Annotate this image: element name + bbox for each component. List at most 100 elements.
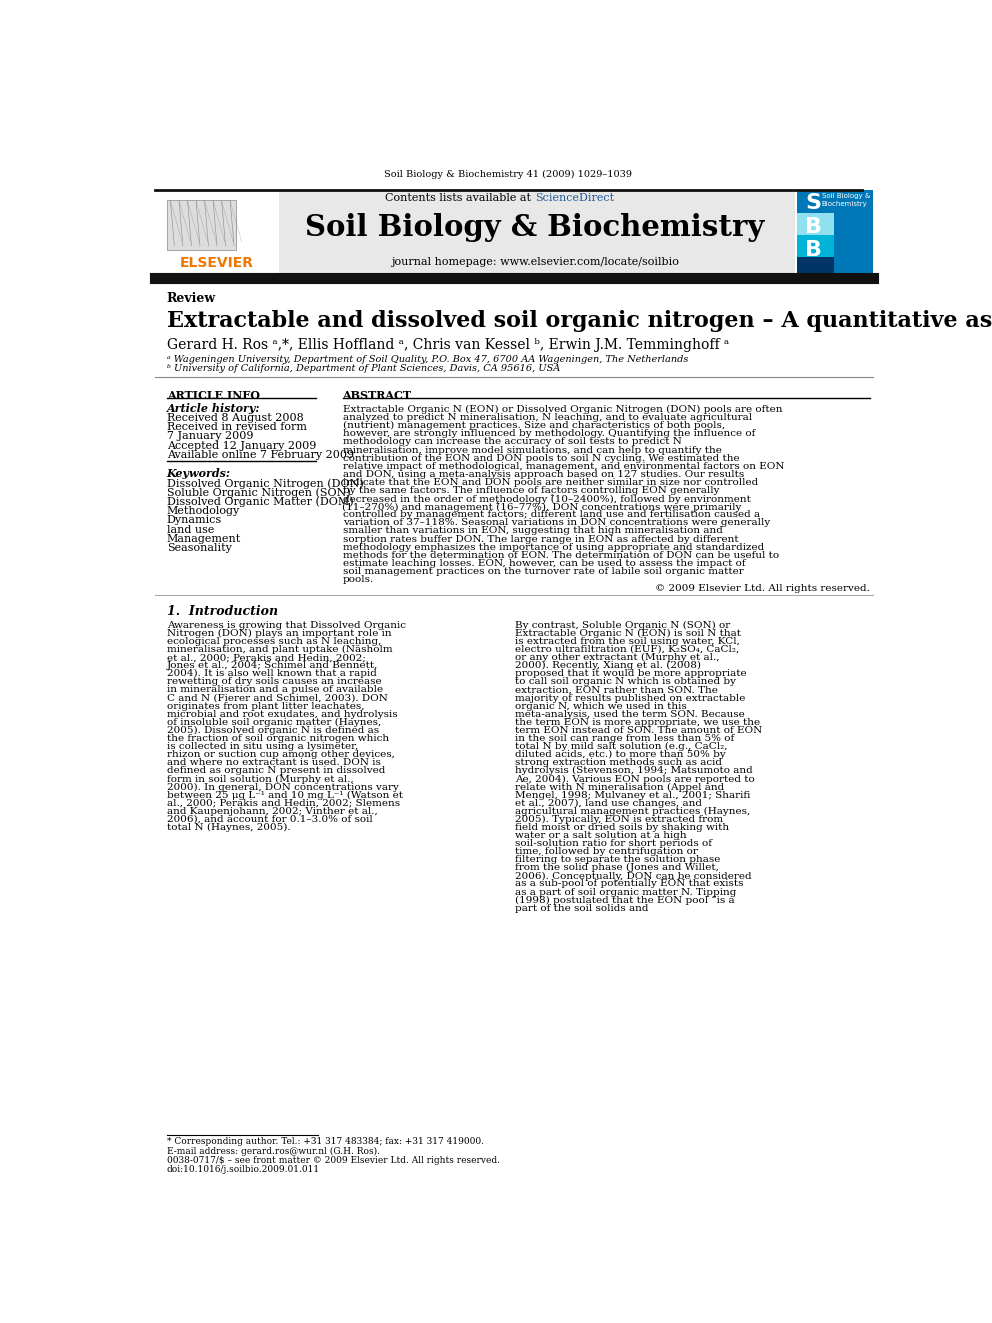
Text: 7 January 2009: 7 January 2009: [167, 431, 253, 442]
Text: Jones et al., 2004; Schimel and Bennett,: Jones et al., 2004; Schimel and Bennett,: [167, 662, 378, 671]
Text: Biochemistry: Biochemistry: [821, 201, 867, 208]
Text: Nitrogen (DON) plays an important role in: Nitrogen (DON) plays an important role i…: [167, 628, 391, 638]
Text: form in soil solution (Murphy et al.,: form in soil solution (Murphy et al.,: [167, 774, 353, 783]
Text: contribution of the EON and DON pools to soil N cycling. We estimated the: contribution of the EON and DON pools to…: [342, 454, 739, 463]
Text: Keywords:: Keywords:: [167, 468, 230, 479]
Text: indicate that the EON and DON pools are neither similar in size nor controlled: indicate that the EON and DON pools are …: [342, 478, 758, 487]
Text: ELSEVIER: ELSEVIER: [180, 257, 254, 270]
Text: Received 8 August 2008: Received 8 August 2008: [167, 413, 304, 423]
Text: et al., 2000; Perakis and Hedin, 2002;: et al., 2000; Perakis and Hedin, 2002;: [167, 654, 365, 662]
Bar: [797, 235, 834, 257]
Text: soil-solution ratio for short periods of: soil-solution ratio for short periods of: [516, 839, 712, 848]
Bar: [797, 192, 834, 213]
Text: Received in revised form: Received in revised form: [167, 422, 307, 433]
Text: doi:10.1016/j.soilbio.2009.01.011: doi:10.1016/j.soilbio.2009.01.011: [167, 1166, 319, 1174]
Text: methodology emphasizes the importance of using appropriate and standardized: methodology emphasizes the importance of…: [342, 542, 764, 552]
Text: ARTICLE INFO: ARTICLE INFO: [167, 390, 260, 401]
Text: 2005). Typically, EON is extracted from: 2005). Typically, EON is extracted from: [516, 815, 723, 824]
Text: (̐11–270%) and management (̐16–77%). DON concentrations were primarily: (̐11–270%) and management (̐16–77%). DON…: [342, 503, 742, 512]
Text: hydrolysis (Stevenson, 1994; Matsumoto and: hydrolysis (Stevenson, 1994; Matsumoto a…: [516, 766, 753, 775]
Text: ᵃ Wageningen University, Department of Soil Quality, P.O. Box 47, 6700 AA Wageni: ᵃ Wageningen University, Department of S…: [167, 355, 688, 364]
Text: agricultural management practices (Haynes,: agricultural management practices (Hayne…: [516, 807, 751, 816]
Text: E-mail address: gerard.ros@wur.nl (G.H. Ros).: E-mail address: gerard.ros@wur.nl (G.H. …: [167, 1147, 380, 1156]
Text: Awareness is growing that Dissolved Organic: Awareness is growing that Dissolved Orga…: [167, 620, 406, 630]
Text: to call soil organic N which is obtained by: to call soil organic N which is obtained…: [516, 677, 736, 687]
Bar: [155, 189, 279, 278]
Text: Dynamics: Dynamics: [167, 515, 222, 525]
Text: By contrast, Soluble Organic N (SON) or: By contrast, Soluble Organic N (SON) or: [516, 620, 731, 630]
Text: al., 2000; Perakis and Hedin, 2002; Slemens: al., 2000; Perakis and Hedin, 2002; Slem…: [167, 799, 400, 807]
Text: * Corresponding author. Tel.: +31 317 483384; fax: +31 317 419000.: * Corresponding author. Tel.: +31 317 48…: [167, 1138, 484, 1147]
Text: journal homepage: www.elsevier.com/locate/soilbio: journal homepage: www.elsevier.com/locat…: [391, 257, 679, 267]
Text: sorption rates buffer DON. The large range in EON as affected by different: sorption rates buffer DON. The large ran…: [342, 534, 738, 544]
Text: and DON, using a meta-analysis approach based on 127 studies. Our results: and DON, using a meta-analysis approach …: [342, 470, 744, 479]
Text: term EON instead of SON. The amount of EON: term EON instead of SON. The amount of E…: [516, 726, 763, 734]
Text: B: B: [806, 239, 822, 259]
Text: methods for the determination of EON. The determination of DON can be useful to: methods for the determination of EON. Th…: [342, 550, 779, 560]
Text: S: S: [806, 193, 821, 213]
Text: as a part of soil organic matter N. Tipping: as a part of soil organic matter N. Tipp…: [516, 888, 737, 897]
Text: analyzed to predict N mineralisation, N leaching, and to evaluate agricultural: analyzed to predict N mineralisation, N …: [342, 413, 752, 422]
Text: Dissolved Organic Nitrogen (DON): Dissolved Organic Nitrogen (DON): [167, 479, 363, 490]
Text: estimate leaching losses. EON, however, can be used to assess the impact of: estimate leaching losses. EON, however, …: [342, 558, 745, 568]
Text: smaller than variations in EON, suggesting that high mineralisation and: smaller than variations in EON, suggesti…: [342, 527, 722, 536]
Text: Extractable Organic N (EON) or Dissolved Organic Nitrogen (DON) pools are often: Extractable Organic N (EON) or Dissolved…: [342, 405, 782, 414]
Text: part of the soil solids and: part of the soil solids and: [516, 904, 649, 913]
Bar: [797, 189, 873, 278]
Text: Contents lists available at: Contents lists available at: [385, 193, 535, 202]
Text: however, are strongly influenced by methodology. Quantifying the influence of: however, are strongly influenced by meth…: [342, 430, 755, 438]
Text: 2006), and account for 0.1–3.0% of soil: 2006), and account for 0.1–3.0% of soil: [167, 815, 372, 824]
Text: Extractable and dissolved soil organic nitrogen – A quantitative assessment: Extractable and dissolved soil organic n…: [167, 311, 992, 332]
Text: by the same factors. The influence of factors controlling EON generally: by the same factors. The influence of fa…: [342, 486, 719, 495]
Text: proposed that it would be more appropriate: proposed that it would be more appropria…: [516, 669, 747, 679]
Text: Ae, 2004). Various EON pools are reported to: Ae, 2004). Various EON pools are reporte…: [516, 774, 755, 783]
Text: relate with N mineralisation (Appel and: relate with N mineralisation (Appel and: [516, 782, 724, 791]
Text: strong extraction methods such as acid: strong extraction methods such as acid: [516, 758, 722, 767]
Text: microbial and root exudates, and hydrolysis: microbial and root exudates, and hydroly…: [167, 709, 397, 718]
Text: ScienceDirect: ScienceDirect: [535, 193, 614, 202]
Text: methodology can increase the accuracy of soil tests to predict N: methodology can increase the accuracy of…: [342, 438, 682, 446]
Text: decreased in the order of methodology (̐10–2400%), followed by environment: decreased in the order of methodology (̐…: [342, 493, 750, 504]
Text: ᵇ University of California, Department of Plant Sciences, Davis, CA 95616, USA: ᵇ University of California, Department o…: [167, 364, 559, 373]
Text: mineralisation, and plant uptake (Näsholm: mineralisation, and plant uptake (Näshol…: [167, 646, 392, 654]
Text: in the soil can range from less than 5% of: in the soil can range from less than 5% …: [516, 734, 735, 744]
Text: pools.: pools.: [342, 576, 374, 583]
Text: in mineralisation and a pulse of available: in mineralisation and a pulse of availab…: [167, 685, 383, 695]
Text: ABSTRACT: ABSTRACT: [342, 390, 412, 401]
Text: defined as organic N present in dissolved: defined as organic N present in dissolve…: [167, 766, 385, 775]
Text: is collected in situ using a lysimeter,: is collected in situ using a lysimeter,: [167, 742, 358, 751]
Bar: [797, 213, 834, 235]
Text: 2000). In general, DON concentrations vary: 2000). In general, DON concentrations va…: [167, 782, 399, 791]
Text: Soluble Organic Nitrogen (SON): Soluble Organic Nitrogen (SON): [167, 488, 350, 499]
Text: soil management practices on the turnover rate of labile soil organic matter: soil management practices on the turnove…: [342, 566, 743, 576]
Text: land use: land use: [167, 524, 214, 534]
Text: water or a salt solution at a high: water or a salt solution at a high: [516, 831, 687, 840]
Text: (1998) postulated that the EON pool “is a: (1998) postulated that the EON pool “is …: [516, 896, 735, 905]
Text: 2004). It is also well known that a rapid: 2004). It is also well known that a rapi…: [167, 669, 377, 679]
Text: rewetting of dry soils causes an increase: rewetting of dry soils causes an increas…: [167, 677, 381, 687]
Text: and where no extractant is used. DON is: and where no extractant is used. DON is: [167, 758, 381, 767]
Text: Article history:: Article history:: [167, 402, 260, 414]
Text: as a sub-pool of potentially EON that exists: as a sub-pool of potentially EON that ex…: [516, 880, 744, 889]
Text: et al., 2007), land use changes, and: et al., 2007), land use changes, and: [516, 799, 702, 808]
Text: mineralisation, improve model simulations, and can help to quantify the: mineralisation, improve model simulation…: [342, 446, 721, 455]
Text: of insoluble soil organic matter (Haynes,: of insoluble soil organic matter (Haynes…: [167, 718, 381, 726]
Text: electro ultrafiltration (EUF), K₂SO₄, CaCl₂,: electro ultrafiltration (EUF), K₂SO₄, Ca…: [516, 646, 740, 654]
Bar: [155, 189, 796, 278]
Text: B: B: [806, 217, 822, 237]
Text: Soil Biology & Biochemistry 41 (2009) 1029–1039: Soil Biology & Biochemistry 41 (2009) 10…: [385, 171, 633, 180]
Text: majority of results published on extractable: majority of results published on extract…: [516, 693, 746, 703]
Text: Management: Management: [167, 533, 241, 544]
Text: Soil Biology & Biochemistry: Soil Biology & Biochemistry: [306, 213, 765, 242]
Text: organic N, which we used in this: organic N, which we used in this: [516, 701, 687, 710]
Text: time, followed by centrifugation or: time, followed by centrifugation or: [516, 847, 698, 856]
Text: field moist or dried soils by shaking with: field moist or dried soils by shaking wi…: [516, 823, 729, 832]
Text: the term EON is more appropriate, we use the: the term EON is more appropriate, we use…: [516, 718, 761, 726]
Text: 2000). Recently, Xiang et al. (2008): 2000). Recently, Xiang et al. (2008): [516, 662, 701, 671]
Text: total N by mild salt solution (e.g., CaCl₂,: total N by mild salt solution (e.g., CaC…: [516, 742, 728, 751]
Text: Methodology: Methodology: [167, 505, 240, 516]
Text: and Kaupenjohann, 2002; Vinther et al.,: and Kaupenjohann, 2002; Vinther et al.,: [167, 807, 377, 816]
Text: the fraction of soil organic nitrogen which: the fraction of soil organic nitrogen wh…: [167, 734, 389, 744]
Text: diluted acids, etc.) to more than 50% by: diluted acids, etc.) to more than 50% by: [516, 750, 726, 759]
Text: rhizon or suction cup among other devices,: rhizon or suction cup among other device…: [167, 750, 395, 759]
